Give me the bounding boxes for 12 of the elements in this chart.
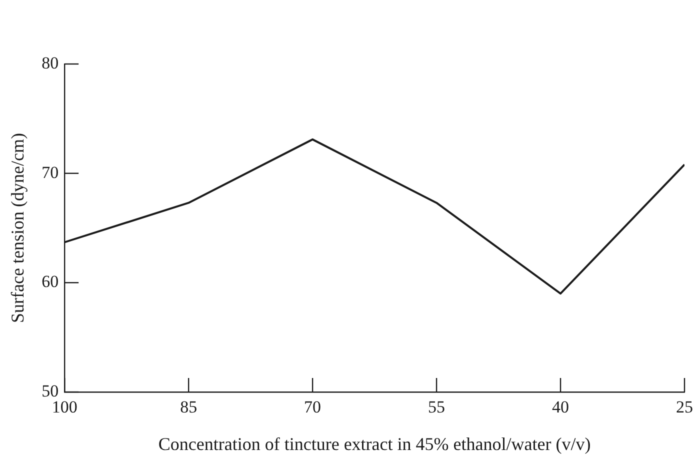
y-tick-label: 70	[42, 162, 59, 182]
x-tick-label: 55	[428, 398, 446, 417]
y-tick-label: 80	[42, 53, 59, 72]
x-tick-label: 40	[552, 398, 570, 417]
x-tick-label: 25	[676, 398, 693, 417]
x-tick-label: 70	[304, 398, 322, 417]
x-axis-title: Concentration of tincture extract in 45% ethanol/water (v/v)	[158, 434, 591, 454]
x-tick-label: 100	[52, 398, 78, 417]
x-tick-label: 85	[180, 398, 198, 417]
y-tick-label: 50	[42, 381, 59, 400]
y-tick-label: 60	[42, 272, 59, 292]
y-axis-title: Surface tension (dyne/cm)	[8, 133, 28, 323]
